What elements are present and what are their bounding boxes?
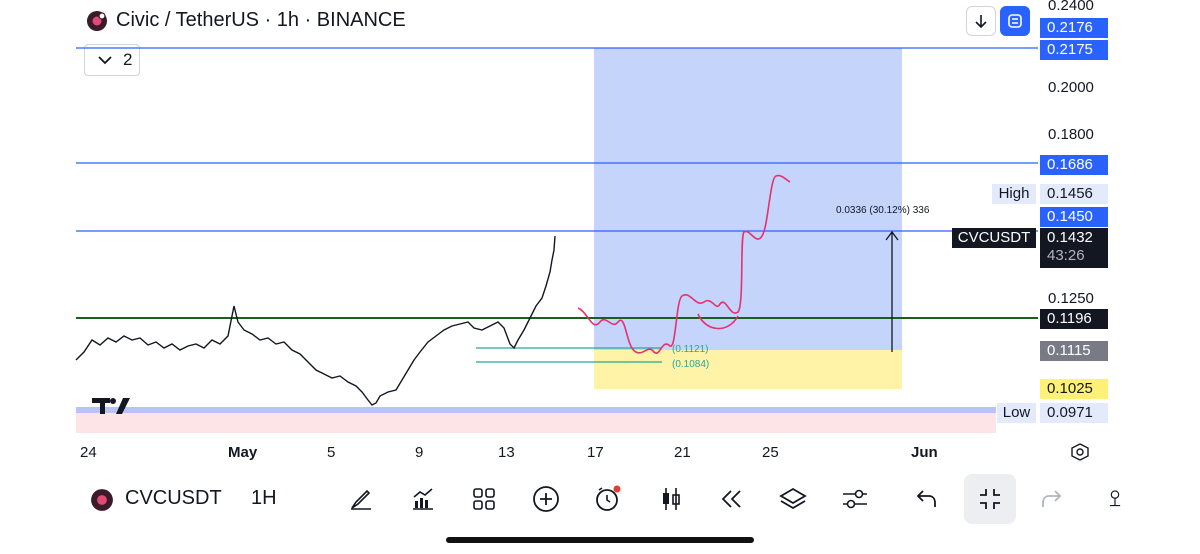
- time-tick: 25: [762, 444, 779, 461]
- auto-scale-icon: [1008, 14, 1022, 28]
- layers-icon[interactable]: [776, 482, 810, 516]
- undo-icon[interactable]: [910, 482, 944, 516]
- zone-lower-label: (0.1084): [672, 359, 709, 370]
- price-tick: 0.2400: [1048, 0, 1094, 14]
- price-tick: 0.1800: [1048, 126, 1094, 143]
- position-profit-zone[interactable]: [594, 48, 902, 350]
- time-tick: 17: [587, 444, 604, 461]
- symbol-tag: CVCUSDT: [952, 228, 1036, 248]
- time-tick: 21: [674, 444, 691, 461]
- toolbar-symbol[interactable]: CVCUSDT: [125, 487, 222, 509]
- collapse-count: 2: [123, 50, 133, 69]
- home-indicator[interactable]: [446, 537, 754, 543]
- low-label: Low: [997, 403, 1036, 423]
- toolbar-interval[interactable]: 1H: [251, 487, 277, 509]
- high-label: High: [992, 184, 1036, 204]
- alert-icon[interactable]: [591, 482, 625, 516]
- replay-icon[interactable]: [715, 482, 749, 516]
- fullscreen-exit-button[interactable]: [964, 474, 1016, 524]
- projection-path[interactable]: [577, 174, 791, 354]
- price-label-gray[interactable]: 0.1115: [1040, 341, 1108, 361]
- measure-arrow-head: [885, 230, 899, 241]
- price-label-blue[interactable]: 0.2176: [1040, 18, 1108, 38]
- price-chart[interactable]: (0.1121) (0.1084) 0.0336 (30.12%) 336: [0, 0, 1200, 470]
- high-value: 0.1456: [1040, 184, 1108, 204]
- price-tick: 0.2000: [1048, 79, 1094, 96]
- indicators-icon[interactable]: [406, 482, 440, 516]
- civic-logo-icon: [87, 11, 107, 31]
- price-label-yellow[interactable]: 0.1025: [1040, 379, 1108, 399]
- time-tick: May: [228, 444, 258, 461]
- candles-icon[interactable]: [654, 482, 688, 516]
- indicator-collapse-button[interactable]: 2: [84, 44, 140, 76]
- last-price-tag: 0.1432 43:26: [1040, 228, 1108, 268]
- price-label-dark[interactable]: 0.1196: [1040, 309, 1108, 329]
- time-tick: 9: [415, 444, 424, 461]
- bottom-toolbar: CVCUSDT 1H: [76, 470, 1126, 528]
- zone-upper-label: (0.1121): [672, 344, 709, 355]
- redo-icon[interactable]: [1034, 482, 1068, 516]
- scroll-down-button[interactable]: [966, 6, 996, 36]
- chart-title[interactable]: Civic / TetherUS · 1h · BINANCE: [116, 9, 406, 31]
- price-series[interactable]: [75, 235, 556, 406]
- arrow-down-icon: [975, 15, 987, 29]
- settings-icon[interactable]: [838, 482, 872, 516]
- civic-symbol-icon: [91, 489, 113, 511]
- low-band-lower: [76, 413, 996, 433]
- price-label-blue[interactable]: 0.1450: [1040, 207, 1108, 227]
- last-price: 0.1432: [1047, 229, 1093, 246]
- bar-countdown: 43:26: [1047, 247, 1085, 264]
- projection-curve[interactable]: [697, 313, 739, 330]
- low-band: [76, 407, 996, 413]
- price-label-blue[interactable]: 0.2175: [1040, 40, 1108, 60]
- chevron-down-icon: [98, 56, 112, 65]
- price-tick: 0.1250: [1048, 290, 1094, 307]
- object-tree-icon[interactable]: [1104, 482, 1126, 516]
- templates-icon[interactable]: [467, 482, 501, 516]
- auto-scale-button[interactable]: [1000, 6, 1030, 36]
- add-icon[interactable]: [529, 482, 563, 516]
- tradingview-logo-icon: [92, 398, 130, 414]
- time-tick: 24: [80, 444, 97, 461]
- time-tick: 13: [498, 444, 515, 461]
- price-label-blue[interactable]: 0.1686: [1040, 155, 1108, 175]
- fullscreen-exit-icon: [980, 489, 1000, 509]
- chart-settings-icon[interactable]: [1071, 443, 1089, 461]
- time-tick: Jun: [911, 444, 938, 461]
- position-stop-zone[interactable]: [594, 350, 902, 389]
- low-value: 0.0971: [1040, 403, 1108, 423]
- time-tick: 5: [327, 444, 336, 461]
- brush-icon[interactable]: [344, 482, 378, 516]
- measure-text: 0.0336 (30.12%) 336: [836, 205, 930, 216]
